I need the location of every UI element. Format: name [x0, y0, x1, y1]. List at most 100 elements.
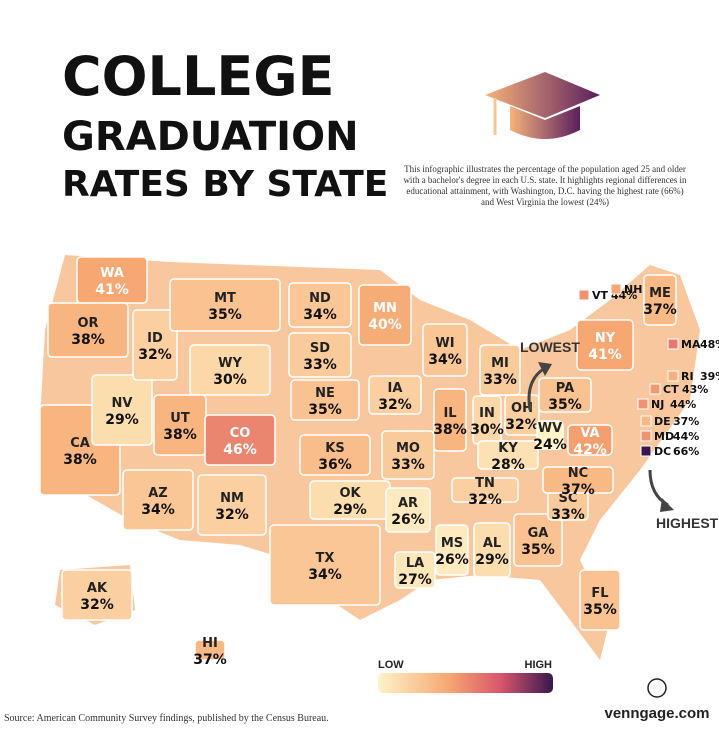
state-abbr: IN — [479, 406, 495, 421]
state-tile — [169, 278, 281, 332]
state-tile — [637, 398, 649, 410]
state-abbr: NM — [220, 491, 244, 506]
state-abbr: DC — [654, 445, 671, 458]
states: WA41%OR38%CA38%NV29%ID32%MT35%WY30%UT38%… — [39, 256, 719, 668]
legend-gradient — [378, 673, 553, 693]
state-tile — [578, 289, 590, 301]
state-tile — [567, 424, 613, 456]
state-abbr: MS — [441, 536, 463, 551]
state-abbr: ND — [309, 291, 331, 306]
state-abbr: NC — [568, 466, 588, 481]
state-value: 37% — [193, 652, 227, 668]
state-abbr: ID — [147, 331, 163, 346]
arrow-head — [538, 362, 552, 376]
state-tile — [91, 374, 153, 446]
state-tile — [576, 319, 634, 371]
title-line: RATES BY STATE — [62, 164, 388, 205]
state-abbr: LA — [406, 556, 424, 571]
state-value: 39% — [700, 370, 719, 383]
state-abbr: GA — [528, 526, 549, 541]
state-value: 35% — [208, 307, 242, 323]
state-abbr: WI — [435, 336, 454, 351]
state-tile — [473, 522, 511, 578]
state-value: 32% — [215, 507, 249, 523]
state-value: 29% — [105, 412, 139, 428]
state-tile — [299, 434, 371, 476]
state-abbr: MD — [654, 430, 674, 443]
state-tile — [667, 338, 679, 350]
state-tile — [513, 513, 563, 567]
state-value: 27% — [398, 572, 432, 588]
state-tile — [132, 309, 178, 381]
state-abbr: MN — [373, 301, 397, 316]
state-abbr: DE — [654, 415, 671, 428]
state-value: 35% — [308, 402, 342, 418]
state-value: 35% — [583, 602, 617, 618]
state-tile — [640, 430, 652, 442]
state-value: 40% — [368, 317, 402, 333]
state-value: 66% — [673, 445, 699, 458]
state-abbr: WV — [538, 421, 562, 436]
brand: venngage.com — [604, 705, 709, 722]
state-abbr: VA — [580, 426, 599, 441]
state-tile — [667, 370, 679, 382]
state-tile — [381, 430, 435, 480]
state-value: 34% — [308, 567, 342, 583]
state-value: 35% — [521, 542, 555, 558]
highest-callout: HIGHEST — [656, 515, 719, 531]
state-value: 34% — [141, 502, 175, 518]
state-value: 38% — [163, 427, 197, 443]
source: Source: American Community Survey findin… — [4, 713, 329, 724]
state-abbr: NV — [112, 396, 133, 411]
state-value: 34% — [303, 307, 337, 323]
state-value: 26% — [391, 512, 425, 528]
title-line: COLLEGE — [62, 45, 334, 108]
state-tile — [197, 474, 267, 536]
state-abbr: OK — [339, 486, 361, 501]
state-tile — [435, 524, 469, 576]
state-value: 29% — [475, 552, 509, 568]
state-tile — [536, 420, 564, 450]
state-value: 32% — [138, 347, 172, 363]
state-abbr: MA — [681, 338, 701, 351]
state-tile — [433, 388, 467, 452]
arrow-head — [660, 498, 674, 512]
legend-low: LOW — [378, 659, 404, 671]
state-abbr: CT — [663, 383, 679, 396]
state-tile — [579, 569, 621, 631]
state-tile — [479, 344, 521, 396]
state-tile — [47, 302, 129, 358]
state-value: 33% — [483, 372, 517, 388]
state-tile — [368, 375, 422, 415]
state-value: 32% — [378, 397, 412, 413]
legend-high: HIGH — [525, 659, 553, 671]
cap-icon — [485, 72, 600, 139]
state-abbr: WA — [100, 266, 124, 281]
state-tile — [394, 551, 436, 589]
lowest-callout: LOWEST — [520, 339, 580, 355]
state-abbr: NH — [624, 283, 642, 296]
state-tile — [542, 466, 614, 494]
state-tile — [122, 469, 194, 531]
state-value: 30% — [470, 422, 504, 438]
state-tile — [385, 487, 431, 533]
brand-icon — [647, 678, 667, 698]
state-tile — [451, 477, 519, 503]
state-abbr: VT — [592, 289, 609, 302]
state-abbr: KY — [498, 441, 518, 456]
title-line: GRADUATION — [62, 114, 359, 160]
state-value: 26% — [435, 552, 469, 568]
state-abbr: IL — [443, 406, 456, 421]
state-abbr: RI — [681, 370, 694, 383]
state-value: 37% — [561, 482, 595, 498]
state-tile — [477, 440, 539, 470]
state-value: 33% — [391, 457, 425, 473]
state-abbr: WY — [218, 356, 242, 371]
state-abbr: TN — [475, 476, 495, 491]
state-abbr: MI — [491, 356, 509, 371]
state-value: 24% — [533, 437, 567, 453]
state-tile — [194, 639, 226, 661]
state-value: 32% — [80, 597, 114, 613]
state-value: 38% — [63, 452, 97, 468]
